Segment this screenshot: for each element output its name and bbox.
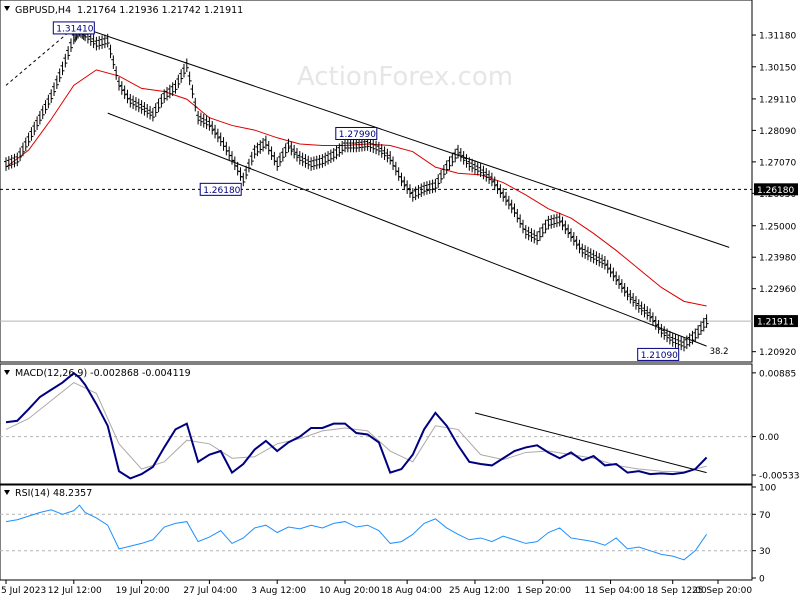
x-tick-label: 12 Jul 12:00 <box>48 586 102 596</box>
price-header: GBPUSD,H4 1.21764 1.21936 1.21742 1.2191… <box>4 5 243 16</box>
rsi-y-tick-label: 70 <box>759 511 771 521</box>
macd-lines <box>0 371 752 480</box>
price-marker-box <box>754 183 798 196</box>
rsi-pane-frame <box>0 484 753 581</box>
price-annotation-box <box>52 21 95 35</box>
price-marker-box <box>754 315 798 328</box>
watermark: ActionForex.com <box>297 62 513 92</box>
rsi-pane: 100 70 30 0 RSI(14) 48.2357 <box>0 484 776 585</box>
price-annotation-label: 1.26180 <box>203 186 240 196</box>
macd-pane: 0.00885 0.00 -0.005334 MACD(12,26,9) -0.00… <box>0 363 800 485</box>
rsi-header: RSI(14) 48.2357 <box>15 488 92 499</box>
macd-y-tick-label: 0.00885 <box>759 369 796 379</box>
rsi-lines <box>0 504 752 561</box>
x-tick-label: 5 Jul 2023 <box>1 586 46 596</box>
macd-header: MACD(12,26,9) -0.002868 -0.004119 <box>15 368 191 379</box>
rsi-y-tick-label: 30 <box>759 547 771 557</box>
x-tick-label: 25 Sep 20:00 <box>692 586 752 596</box>
x-tick-label: 19 Jul 20:00 <box>116 586 170 596</box>
price-annotation-box <box>199 182 242 196</box>
chevron-down-icon <box>4 370 10 375</box>
macd-y-tick-label: -0.005334 <box>759 472 800 482</box>
price-y-tick-label: 1.25000 <box>759 222 796 232</box>
fib-label: 38.2 <box>710 347 729 357</box>
macd-pane-frame <box>0 363 753 485</box>
price-bars <box>4 22 709 352</box>
x-tick-label: 11 Sep 04:00 <box>585 586 645 596</box>
horizontal-lines: 1.26180 1.21911 <box>0 183 798 328</box>
rsi-y-tick-label: 0 <box>759 575 765 585</box>
price-y-tick-label: 1.30150 <box>759 63 796 73</box>
price-y-tick-label: 1.27070 <box>759 158 796 168</box>
macd-main-line <box>5 371 708 480</box>
x-tick-label: 3 Aug 12:00 <box>251 586 306 596</box>
swing-line <box>5 27 75 86</box>
price-y-tick-label: 1.31180 <box>759 32 796 42</box>
price-y-tick-label: 1.29110 <box>759 95 796 105</box>
x-tick-label: 25 Aug 12:00 <box>449 586 510 596</box>
x-axis: 5 Jul 2023 12 Jul 12:00 19 Jul 20:00 27 Jul… <box>1 580 752 596</box>
chevron-down-icon <box>4 6 10 11</box>
channel-lower <box>107 112 707 347</box>
price-pane-frame <box>0 0 753 363</box>
x-tick-label: 27 Jul 04:00 <box>183 586 237 596</box>
price-annotation-box <box>335 126 378 140</box>
price-y-tick-label: 1.23980 <box>759 254 796 264</box>
x-tick-label: 10 Aug 20:00 <box>319 586 380 596</box>
macd-trendline <box>474 412 707 474</box>
price-y-tick-label: 1.22960 <box>759 285 796 295</box>
symbol-title: GBPUSD,H4 <box>15 5 71 16</box>
price-annotations: 1.31410 1.27990 1.26180 1.21090 38.2 <box>52 21 729 361</box>
macd-y-axis: 0.00885 0.00 -0.005334 <box>752 369 800 482</box>
ohlc-values: 1.21764 1.21936 1.21742 1.21911 <box>77 5 243 16</box>
price-marker-label: 1.26180 <box>757 186 794 196</box>
price-y-tick-label: 1.20920 <box>759 348 796 358</box>
rsi-y-axis: 100 70 30 0 <box>752 484 776 585</box>
price-y-tick-label: 1.28090 <box>759 127 796 137</box>
macd-y-tick-label: 0.00 <box>759 433 779 443</box>
chevron-down-icon <box>4 490 10 495</box>
rsi-y-tick-label: 100 <box>759 484 776 494</box>
price-annotation-box <box>637 347 680 361</box>
x-tick-label: 18 Aug 04:00 <box>381 586 442 596</box>
price-pane: ActionForex.com 1.31180 1.30150 1.29110 1.2… <box>0 0 798 363</box>
x-tick-label: 18 Sep 12:00 <box>647 586 707 596</box>
channel-lines <box>5 26 730 347</box>
price-annotation-label: 1.21090 <box>641 351 678 361</box>
price-annotation-label: 1.31410 <box>56 24 93 34</box>
price-marker-label: 1.21911 <box>757 318 794 328</box>
price-annotation-label: 1.27990 <box>339 130 376 140</box>
channel-upper <box>79 26 730 248</box>
x-tick-label: 1 Sep 20:00 <box>517 586 572 596</box>
rsi-line <box>5 504 708 561</box>
